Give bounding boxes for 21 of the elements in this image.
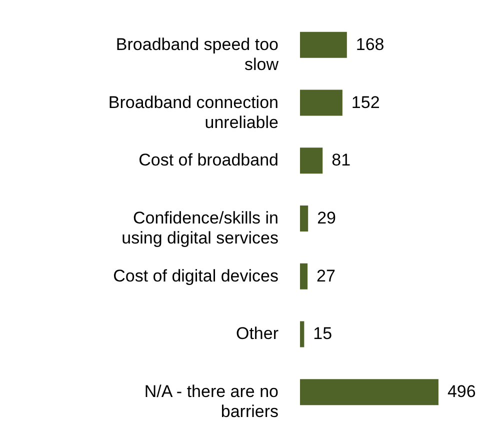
data-label: 15 [313, 324, 332, 344]
bar [300, 379, 438, 406]
y-tick-label: Confidence/skills in using digital services [122, 208, 278, 248]
y-tick-label: N/A - there are no barriers [144, 382, 278, 422]
data-label: 29 [317, 208, 336, 228]
bar [300, 263, 308, 290]
bar [300, 206, 308, 232]
y-tick-label: Cost of broadband [138, 150, 278, 170]
data-label: 152 [351, 92, 380, 112]
y-tick-label: Broadband connection unreliable [108, 92, 278, 132]
y-tick-label: Other [236, 324, 279, 344]
y-tick-label: Broadband speed too slow [116, 34, 280, 74]
data-label: 27 [316, 266, 336, 286]
data-label: 168 [356, 34, 384, 54]
bar [300, 32, 347, 58]
data-label: 81 [332, 150, 351, 170]
data-label: 496 [447, 382, 476, 402]
y-tick-label: Cost of digital devices [113, 266, 278, 286]
bar [300, 321, 304, 348]
bar [300, 90, 342, 116]
bar [300, 148, 323, 174]
